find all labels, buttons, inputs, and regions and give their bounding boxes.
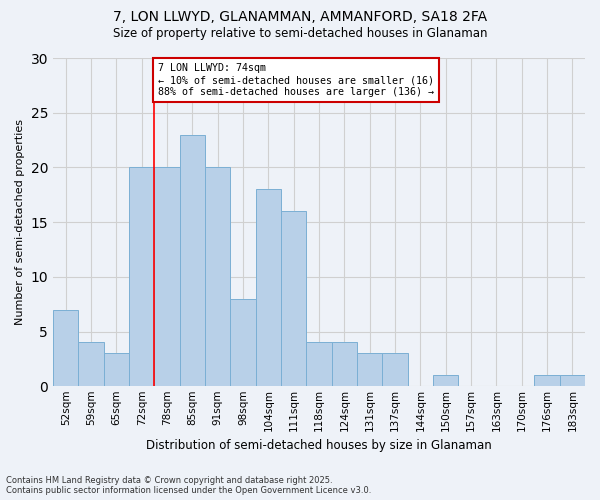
Y-axis label: Number of semi-detached properties: Number of semi-detached properties xyxy=(15,119,25,325)
X-axis label: Distribution of semi-detached houses by size in Glanaman: Distribution of semi-detached houses by … xyxy=(146,440,492,452)
Bar xyxy=(560,376,585,386)
Bar xyxy=(230,298,256,386)
Bar xyxy=(53,310,79,386)
Bar xyxy=(332,342,357,386)
Text: Size of property relative to semi-detached houses in Glanaman: Size of property relative to semi-detach… xyxy=(113,28,487,40)
Bar xyxy=(205,168,230,386)
Bar xyxy=(79,342,104,386)
Bar xyxy=(154,168,179,386)
Text: 7 LON LLWYD: 74sqm
← 10% of semi-detached houses are smaller (16)
88% of semi-de: 7 LON LLWYD: 74sqm ← 10% of semi-detache… xyxy=(158,64,434,96)
Bar xyxy=(104,354,129,386)
Bar xyxy=(129,168,154,386)
Bar xyxy=(535,376,560,386)
Bar xyxy=(281,211,307,386)
Bar xyxy=(179,134,205,386)
Bar xyxy=(307,342,332,386)
Text: 7, LON LLWYD, GLANAMMAN, AMMANFORD, SA18 2FA: 7, LON LLWYD, GLANAMMAN, AMMANFORD, SA18… xyxy=(113,10,487,24)
Bar xyxy=(382,354,407,386)
Bar xyxy=(357,354,382,386)
Bar xyxy=(256,190,281,386)
Text: Contains HM Land Registry data © Crown copyright and database right 2025.
Contai: Contains HM Land Registry data © Crown c… xyxy=(6,476,371,495)
Bar xyxy=(433,376,458,386)
